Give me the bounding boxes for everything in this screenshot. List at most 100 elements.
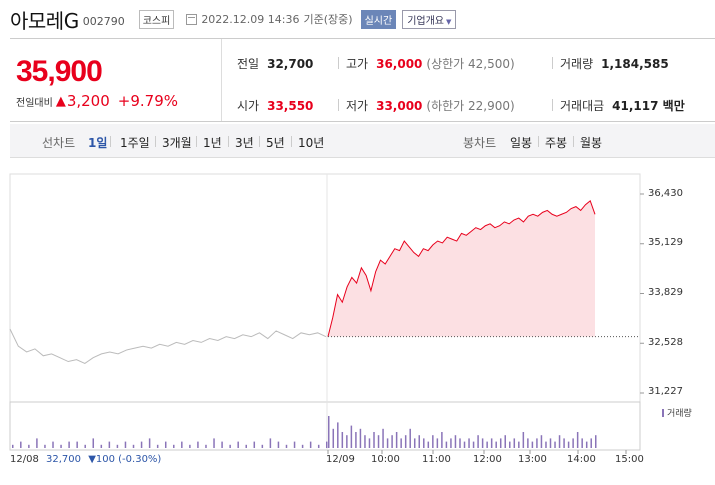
x-tick-label: 12/09 <box>326 454 355 465</box>
today-volume-bar <box>576 432 579 448</box>
prev-volume-bar <box>84 444 86 448</box>
x-tick-label: 11:00 <box>422 454 451 465</box>
today-volume-bar <box>450 438 452 448</box>
prev-volume-bar <box>253 441 256 448</box>
today-volume-bar <box>409 428 411 448</box>
today-volume-bar <box>513 438 516 448</box>
today-volume-bar <box>499 438 502 448</box>
today-volume-bar <box>563 438 565 448</box>
x-tick-label: 15:00 <box>615 454 644 465</box>
today-volume-bar <box>432 435 434 448</box>
volume-pane <box>9 401 641 451</box>
prev-volume-bar <box>36 438 38 448</box>
prev-volume-bar <box>237 441 239 448</box>
prev-volume-bar <box>116 444 119 448</box>
quote-datetime: 2022.12.09 14:36 <box>201 12 300 26</box>
today-volume-bar <box>341 432 344 448</box>
prev-close-cell: 전일 32,700 <box>237 55 313 72</box>
divider <box>110 136 111 147</box>
divider <box>552 99 553 111</box>
today-volume-bar <box>540 435 543 448</box>
prev-volume-bar <box>221 441 223 448</box>
divider <box>259 136 260 147</box>
tab-monthly[interactable]: 월봉 <box>580 136 603 150</box>
line-chart-label: 선차트 <box>42 136 76 150</box>
today-volume-bar <box>477 435 479 448</box>
divider <box>291 136 292 147</box>
prev-volume-bar <box>277 441 280 448</box>
prev-volume-bar <box>317 444 320 448</box>
prev-volume-bar <box>285 444 288 448</box>
change-percent: +9.79% <box>117 92 178 110</box>
corp-info-dropdown[interactable]: 기업개요 ▼ <box>402 9 457 29</box>
tab-1w[interactable]: 1주일 <box>120 136 150 150</box>
market-badge: 코스피 <box>138 9 175 29</box>
prev-volume-bar <box>76 441 78 448</box>
today-volume-bar <box>423 438 425 448</box>
prev-volume-bar <box>44 444 46 448</box>
tab-daily[interactable]: 일봉 <box>510 136 533 150</box>
price-chart[interactable]: 36,430 35,129 33,829 32,528 31,227 거래량 1… <box>0 160 715 485</box>
prev-volume-bar <box>301 444 304 448</box>
today-volume-bar <box>549 438 552 448</box>
x-tick-label: 12:00 <box>473 454 502 465</box>
amount-label: 거래대금 <box>560 99 605 113</box>
today-volume-bar <box>531 441 534 448</box>
open-cell: 시가 33,550 <box>237 97 313 114</box>
today-volume-bar <box>418 435 421 448</box>
stock-name: 아모레G <box>10 8 79 33</box>
today-volume-bar <box>364 435 366 448</box>
tab-10y[interactable]: 10년 <box>298 136 325 150</box>
low-cell: 저가 33,000 (하한가 22,900) <box>346 97 515 114</box>
prev-volume-bar <box>132 444 135 448</box>
today-volume-bar <box>495 441 497 448</box>
tab-3m[interactable]: 3개월 <box>162 136 192 150</box>
divider <box>573 136 574 147</box>
today-volume-bar <box>346 435 348 448</box>
today-volume-bar <box>504 435 506 448</box>
open-label: 시가 <box>237 99 260 113</box>
price-summary: 35,900 전일대비 ▲ 3,200 +9.79% 전일 32,700 고가 36… <box>10 38 715 122</box>
prev-close-label: 전일 <box>237 57 260 71</box>
prev-day-line <box>9 328 327 365</box>
tab-5y[interactable]: 5년 <box>266 136 285 150</box>
x-tick-label: 14:00 <box>567 454 596 465</box>
today-area <box>328 200 595 337</box>
today-volume-bar <box>554 441 556 448</box>
tab-3y[interactable]: 3년 <box>235 136 254 150</box>
tab-1y[interactable]: 1년 <box>203 136 222 150</box>
today-volume-bar <box>522 432 525 448</box>
y-tick-label: 36,430 <box>648 188 683 199</box>
today-volume-bar <box>355 432 357 448</box>
today-volume-bar <box>377 435 380 448</box>
tab-1d[interactable]: 1일 <box>88 136 108 150</box>
today-volume-bar <box>332 428 335 448</box>
tab-weekly[interactable]: 주봉 <box>545 136 568 150</box>
x-tick-label: 13:00 <box>518 454 547 465</box>
prev-day-change: ▼100 (-0.30%) <box>88 454 162 465</box>
divider <box>228 136 229 147</box>
today-volume-bar <box>463 441 466 448</box>
today-volume-bar <box>337 422 339 448</box>
prev-volume-bar <box>269 438 272 448</box>
today-volume-bar <box>481 438 484 448</box>
prev-volume-bar <box>245 444 247 448</box>
prev-volume-bar <box>197 441 199 448</box>
volume-cell: 거래량 1,184,585 <box>560 55 669 72</box>
divider <box>338 99 339 111</box>
price-change: 전일대비 ▲ 3,200 +9.79% <box>16 92 178 110</box>
open-value: 33,550 <box>267 99 314 113</box>
today-volume-bar <box>518 441 520 448</box>
realtime-button[interactable]: 실시간 <box>360 9 397 29</box>
lower-limit: (하한가 22,900) <box>426 99 515 113</box>
high-value: 36,000 <box>376 57 423 71</box>
change-value: 3,200 <box>66 92 110 110</box>
today-volume-bar <box>441 432 443 448</box>
today-volume-bar <box>391 435 393 448</box>
today-volume-bar <box>545 441 547 448</box>
prev-day-summary: 12/08 32,700 ▼100 (-0.30%) <box>10 454 161 465</box>
upper-limit: (상한가 42,500) <box>426 57 515 71</box>
high-cell: 고가 36,000 (상한가 42,500) <box>346 55 515 72</box>
today-volume-bar <box>359 428 362 448</box>
prev-volume-bar <box>148 438 151 448</box>
